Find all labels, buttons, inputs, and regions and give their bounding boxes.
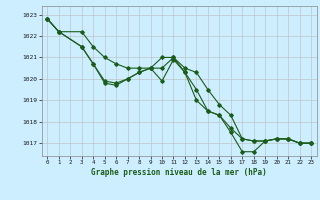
- X-axis label: Graphe pression niveau de la mer (hPa): Graphe pression niveau de la mer (hPa): [91, 168, 267, 177]
